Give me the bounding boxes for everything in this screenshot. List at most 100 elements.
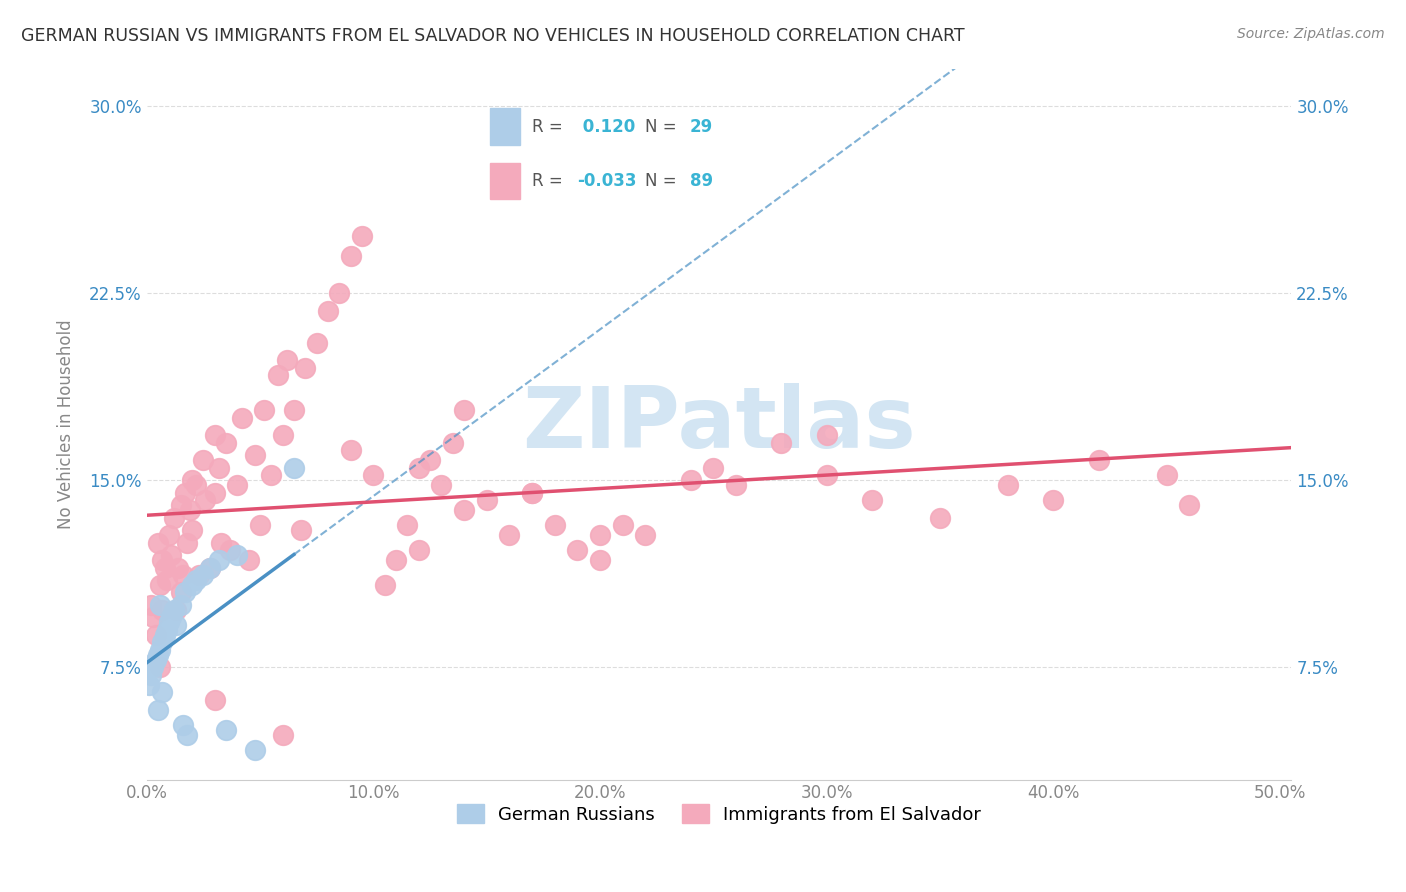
Text: Source: ZipAtlas.com: Source: ZipAtlas.com xyxy=(1237,27,1385,41)
Point xyxy=(997,478,1019,492)
Point xyxy=(374,578,396,592)
Point xyxy=(153,628,176,642)
Point xyxy=(249,518,271,533)
Point xyxy=(139,668,162,682)
Point xyxy=(702,460,724,475)
Point xyxy=(156,623,179,637)
Point xyxy=(316,303,339,318)
Point xyxy=(1042,493,1064,508)
Point xyxy=(163,603,186,617)
Point xyxy=(245,448,267,462)
Point xyxy=(138,678,160,692)
Point xyxy=(520,485,543,500)
Point xyxy=(193,453,215,467)
Point xyxy=(634,528,657,542)
Point xyxy=(271,728,294,742)
Point xyxy=(156,573,179,587)
Point xyxy=(187,568,209,582)
Point xyxy=(204,428,226,442)
Point xyxy=(139,598,162,612)
Point xyxy=(152,685,174,699)
Point xyxy=(226,478,249,492)
Point xyxy=(149,643,172,657)
Point xyxy=(271,428,294,442)
Point xyxy=(231,410,253,425)
Text: ZIPatlas: ZIPatlas xyxy=(522,383,915,466)
Point xyxy=(142,660,165,674)
Point xyxy=(283,460,305,475)
Point xyxy=(204,485,226,500)
Point xyxy=(153,560,176,574)
Point xyxy=(1178,498,1201,512)
Point xyxy=(198,560,221,574)
Point xyxy=(146,703,169,717)
Text: GERMAN RUSSIAN VS IMMIGRANTS FROM EL SALVADOR NO VEHICLES IN HOUSEHOLD CORRELATI: GERMAN RUSSIAN VS IMMIGRANTS FROM EL SAL… xyxy=(21,27,965,45)
Point xyxy=(152,603,174,617)
Point xyxy=(169,498,191,512)
Point xyxy=(276,353,298,368)
Point xyxy=(283,403,305,417)
Point xyxy=(172,717,194,731)
Point xyxy=(208,460,231,475)
Point xyxy=(724,478,747,492)
Point xyxy=(339,249,361,263)
Point xyxy=(145,653,167,667)
Point xyxy=(179,503,201,517)
Point xyxy=(146,648,169,662)
Point xyxy=(198,560,221,574)
Point xyxy=(294,360,316,375)
Point xyxy=(174,485,197,500)
Point xyxy=(149,598,172,612)
Point xyxy=(430,478,453,492)
Point xyxy=(149,578,172,592)
Point xyxy=(441,435,464,450)
Point xyxy=(770,435,793,450)
Point xyxy=(612,518,634,533)
Point xyxy=(209,535,232,549)
Point xyxy=(215,723,238,737)
Point xyxy=(815,428,838,442)
Point xyxy=(194,493,217,508)
Point xyxy=(238,553,260,567)
Point xyxy=(260,468,283,483)
Point xyxy=(520,485,543,500)
Point xyxy=(290,523,312,537)
Point xyxy=(176,728,198,742)
Point xyxy=(180,523,202,537)
Point xyxy=(160,548,183,562)
Point xyxy=(339,443,361,458)
Point xyxy=(1156,468,1178,483)
Point xyxy=(267,368,290,383)
Point xyxy=(149,660,172,674)
Point xyxy=(163,510,186,524)
Point xyxy=(180,578,202,592)
Point xyxy=(815,468,838,483)
Point xyxy=(498,528,520,542)
Point xyxy=(245,742,267,756)
Point xyxy=(543,518,565,533)
Point xyxy=(165,603,187,617)
Point xyxy=(186,573,208,587)
Point xyxy=(174,585,197,599)
Point xyxy=(350,228,373,243)
Point xyxy=(226,548,249,562)
Point xyxy=(219,543,242,558)
Point xyxy=(145,628,167,642)
Point xyxy=(589,553,612,567)
Point xyxy=(408,543,430,558)
Point xyxy=(408,460,430,475)
Point xyxy=(860,493,883,508)
Point xyxy=(172,568,194,582)
Point xyxy=(215,435,238,450)
Point xyxy=(169,585,191,599)
Point xyxy=(167,560,190,574)
Legend: German Russians, Immigrants from El Salvador: German Russians, Immigrants from El Salv… xyxy=(446,794,993,835)
Point xyxy=(152,635,174,649)
Point xyxy=(453,403,475,417)
Point xyxy=(186,478,208,492)
Point xyxy=(160,610,183,624)
Point xyxy=(385,553,408,567)
Point xyxy=(253,403,276,417)
Point xyxy=(453,503,475,517)
Point xyxy=(146,535,169,549)
